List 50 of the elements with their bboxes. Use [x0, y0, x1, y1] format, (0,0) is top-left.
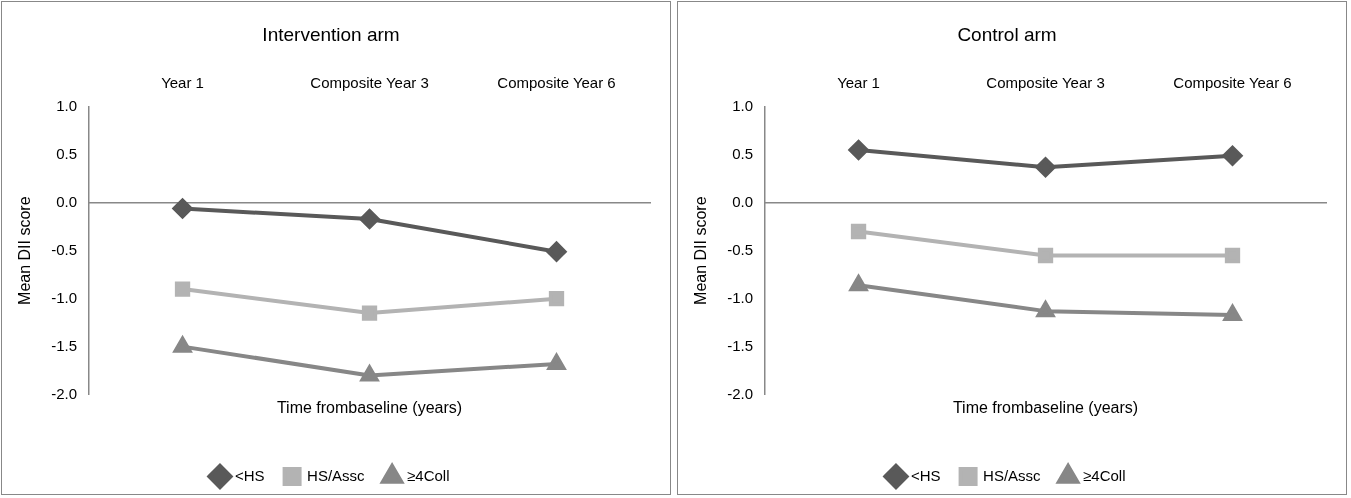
x-tick-label: Year 1 — [837, 73, 880, 91]
point — [361, 305, 378, 321]
legend-label: ≥4Coll — [407, 466, 450, 484]
legend-label: <HS — [234, 466, 265, 484]
y-tick-label: 0.5 — [56, 144, 78, 162]
x-axis-title: Time frombaseline (years) — [276, 399, 463, 417]
chart-title: Control arm — [957, 23, 1057, 45]
point — [548, 291, 565, 307]
y-tick-label: -1.0 — [727, 288, 754, 306]
x-tick-label: Composite Year 3 — [986, 73, 1105, 91]
legend-label: HS/Assc — [983, 466, 1042, 484]
chart-title: Intervention arm — [262, 23, 400, 45]
point — [1223, 304, 1242, 321]
y-tick-label: -0.5 — [727, 240, 754, 258]
point — [172, 198, 193, 219]
x-axis-title: Time frombaseline (years) — [952, 399, 1139, 417]
y-axis-title: Mean DII score — [692, 196, 710, 305]
y-tick-label: -1.0 — [51, 288, 78, 306]
y-tick-label: 0.0 — [732, 192, 754, 210]
point — [547, 353, 566, 370]
y-tick-label: -2.0 — [727, 384, 754, 402]
y-tick-label: -2.0 — [51, 384, 78, 402]
y-tick-label: -1.5 — [51, 336, 78, 354]
point — [850, 223, 867, 240]
point — [173, 336, 192, 353]
point — [1037, 247, 1054, 264]
y-tick-label: 1.0 — [732, 96, 754, 114]
legend-label: HS/Assc — [307, 466, 366, 484]
point — [174, 281, 191, 297]
point — [848, 139, 869, 160]
y-axis-title: Mean DII score — [16, 196, 34, 305]
legend-label: ≥4Coll — [1083, 466, 1126, 484]
y-tick-label: -1.5 — [727, 336, 754, 354]
point — [546, 241, 567, 262]
point — [359, 209, 380, 230]
x-tick-label: Composite Year 6 — [497, 73, 616, 91]
legend-label: <HS — [910, 466, 941, 484]
x-tick-label: Year 1 — [161, 73, 204, 91]
y-tick-label: 0.0 — [56, 192, 78, 210]
y-tick-label: 0.5 — [732, 144, 754, 162]
point — [360, 365, 379, 382]
point — [849, 275, 868, 292]
point — [1224, 247, 1241, 264]
point — [1036, 301, 1055, 318]
x-tick-label: Composite Year 3 — [310, 73, 429, 91]
point — [1035, 157, 1056, 178]
x-tick-label: Composite Year 6 — [1173, 73, 1292, 91]
y-tick-label: 1.0 — [56, 96, 78, 114]
y-tick-label: -0.5 — [51, 240, 78, 258]
point — [1222, 145, 1243, 166]
